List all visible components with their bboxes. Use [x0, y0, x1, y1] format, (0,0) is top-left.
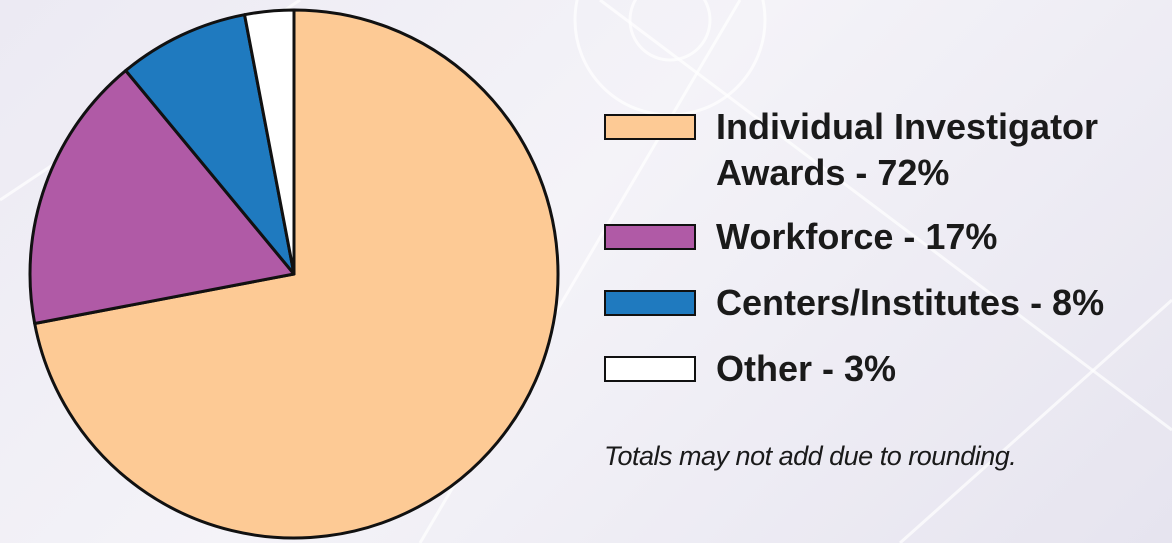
legend-label: Individual Investigator Awards - 72%	[716, 106, 1099, 193]
rounding-note: Totals may not add due to rounding.	[604, 441, 1017, 471]
legend-swatch	[604, 290, 696, 316]
legend-swatch	[604, 224, 696, 250]
pie-slice-individual-investigator	[33, 8, 560, 540]
legend-item-individual-investigator: Individual Investigator Awards - 72%	[604, 104, 1164, 214]
legend-item-other: Other - 3%	[604, 346, 1164, 412]
legend-label: Centers/Institutes - 8%	[716, 282, 1105, 323]
legend-item-centers-institutes: Centers/Institutes - 8%	[604, 280, 1164, 346]
legend-label: Workforce - 17%	[716, 216, 998, 257]
pie-slice-workforce	[28, 69, 296, 325]
legend-swatch	[604, 114, 696, 140]
pie-slice-centers-institutes	[124, 13, 296, 276]
legend-swatch	[604, 356, 696, 382]
legend: Individual Investigator Awards - 72% Wor…	[604, 104, 1164, 412]
pie-chart	[28, 8, 560, 540]
pie-slice-other	[243, 8, 296, 276]
legend-label: Other - 3%	[716, 348, 897, 389]
legend-item-workforce: Workforce - 17%	[604, 214, 1164, 280]
